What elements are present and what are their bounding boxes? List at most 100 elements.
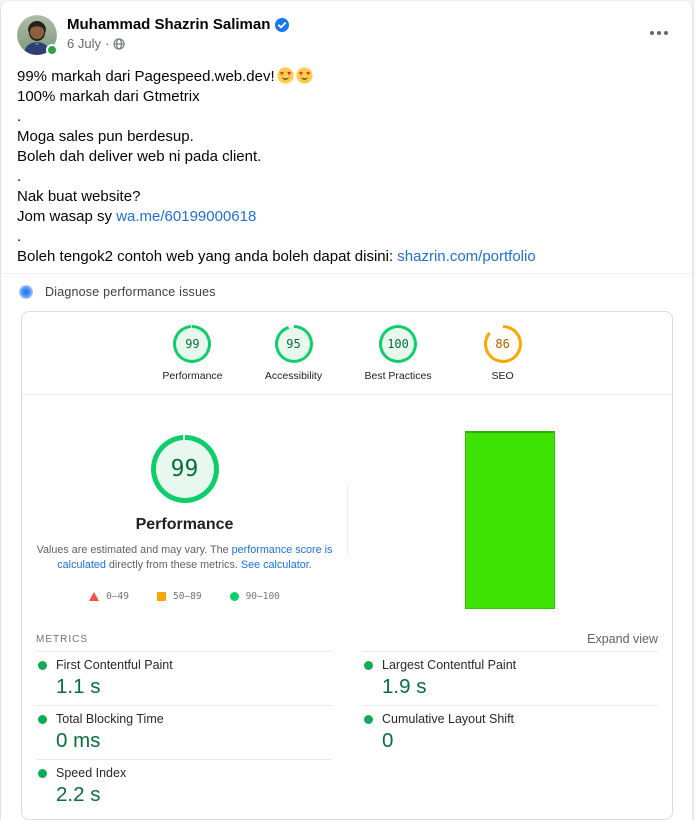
score-label: SEO (491, 370, 514, 382)
overview-left: 99 Performance Values are estimated and … (22, 395, 347, 627)
metric-label: Cumulative Layout Shift (382, 712, 515, 726)
pass-dot-icon (364, 660, 373, 670)
post-text: . (17, 108, 22, 125)
performance-overview: 99 Performance Values are estimated and … (22, 395, 672, 627)
post-text: 100% markah dari Gtmetrix (17, 88, 200, 105)
post-line: Moga sales pun berdesup. (17, 127, 676, 147)
expand-view-button[interactable]: Expand view (587, 632, 658, 646)
divider (22, 394, 672, 395)
metric-total-blocking-time: Total Blocking Time 0 ms (36, 705, 332, 759)
score-best-practices: 100 Best Practices (365, 325, 432, 382)
heart-eyes-emoji-icon: ♥ ♥ (277, 67, 294, 84)
more-options-button[interactable] (646, 23, 672, 43)
portfolio-link[interactable]: shazrin.com/portfolio (397, 248, 536, 265)
metric-empty-cell (362, 759, 658, 813)
attachment-image[interactable]: Diagnose performance issues 99 Performan… (1, 273, 692, 820)
post-line: Jom wasap sy wa.me/60199000618 (17, 207, 676, 227)
metrics-grid: First Contentful Paint 1.1 s Largest Con… (22, 651, 672, 819)
globe-icon (113, 37, 125, 50)
metric-value: 0 ms (56, 729, 101, 752)
post-text: . (17, 228, 22, 245)
score-label: Performance (162, 370, 223, 382)
performance-gauge: 99 (173, 325, 212, 363)
best-practices-score: 100 (382, 328, 415, 360)
score-performance: 99 Performance (162, 325, 223, 382)
vertical-divider (347, 485, 348, 555)
post-text: Boleh tengok2 contoh web yang anda boleh… (17, 248, 398, 265)
insights-icon (19, 285, 33, 299)
heart-eyes-emoji-icon: ♥ ♥ (296, 67, 313, 84)
metric-label: Speed Index (56, 766, 127, 780)
score-legend: 0–49 50–89 90–100 (89, 591, 280, 602)
svg-text:♥: ♥ (299, 70, 303, 77)
metric-value: 1.9 s (382, 675, 427, 698)
metric-label: First Contentful Paint (56, 658, 173, 672)
avatar-photo (17, 15, 57, 55)
metrics-header-row: METRICS Expand view (22, 627, 672, 651)
seo-gauge: 86 (483, 325, 522, 363)
overview-right (347, 395, 672, 627)
post-text: Jom wasap sy (17, 208, 117, 225)
legend-range: 50–89 (172, 591, 202, 602)
performance-title: Performance (135, 516, 234, 533)
metric-first-contentful-paint: First Contentful Paint 1.1 s (36, 651, 332, 705)
online-status-dot (46, 44, 58, 56)
post-line: 99% markah dari Pagespeed.web.dev! ♥ ♥ ♥ ♥ (17, 67, 676, 87)
post-text: Moga sales pun berdesup. (17, 128, 194, 145)
accessibility-score: 95 (277, 328, 310, 360)
lighthouse-report-card: 99 Performance 95 Accessibility 100 (21, 311, 673, 820)
disclaimer-text: directly from these metrics. (108, 559, 241, 571)
post-text: 99% markah dari Pagespeed.web.dev! (17, 68, 275, 85)
metric-largest-contentful-paint: Largest Contentful Paint 1.9 s (362, 651, 658, 705)
metric-value: 2.2 s (56, 783, 101, 806)
calculation-link[interactable]: performance score is calculated (57, 544, 333, 571)
metrics-section-title: METRICS (36, 633, 88, 645)
more-dot (657, 31, 661, 35)
average-square-icon (156, 592, 166, 601)
metric-speed-index: Speed Index 2.2 s (36, 759, 332, 813)
see-calculator-link[interactable]: See calculator. (240, 559, 312, 571)
metric-value: 0 (382, 729, 394, 752)
disclaimer-text: Values are estimated and may vary. The (36, 544, 232, 556)
metric-label: Largest Contentful Paint (382, 658, 517, 672)
main-performance-gauge: 99 (150, 435, 219, 503)
seo-score: 86 (486, 328, 519, 360)
author-name[interactable]: Muhammad Shazrin Saliman (67, 16, 271, 33)
post-line: . (17, 167, 676, 187)
pass-dot-icon (38, 768, 47, 778)
legend-fail: 0–49 (89, 591, 129, 602)
post-date[interactable]: 6 July (67, 36, 101, 51)
fail-triangle-icon (89, 592, 100, 601)
score-disclaimer: Values are estimated and may vary. The p… (25, 543, 345, 573)
verified-badge-icon (275, 17, 290, 32)
post-line: Boleh tengok2 contoh web yang anda boleh… (17, 247, 676, 267)
score-label: Accessibility (264, 370, 323, 382)
pass-dot-icon (38, 714, 47, 724)
post-header: Muhammad Shazrin Saliman 6 July · (1, 1, 692, 56)
post-line: Boleh dah deliver web ni pada client. (17, 147, 676, 167)
post-meta: 6 July · (67, 36, 289, 51)
score-label: Best Practices (364, 370, 432, 382)
pass-dot-icon (38, 660, 47, 670)
meta-separator: · (104, 36, 110, 51)
legend-average: 50–89 (156, 591, 202, 602)
pass-circle-icon (229, 592, 239, 601)
metric-cumulative-layout-shift: Cumulative Layout Shift 0 (362, 705, 658, 759)
whatsapp-link[interactable]: wa.me/60199000618 (116, 208, 257, 225)
post-line: . (17, 107, 676, 127)
best-practices-gauge: 100 (379, 325, 418, 363)
page-screenshot-thumbnail[interactable] (464, 431, 555, 609)
legend-range: 90–100 (245, 591, 280, 602)
svg-text:♥: ♥ (280, 70, 284, 77)
legend-pass: 90–100 (229, 591, 280, 602)
diagnose-row: Diagnose performance issues (1, 274, 692, 311)
more-dot (650, 31, 654, 35)
diagnose-label: Diagnose performance issues (45, 285, 216, 299)
category-scores-row: 99 Performance 95 Accessibility 100 (22, 312, 672, 394)
post-body: 99% markah dari Pagespeed.web.dev! ♥ ♥ ♥ ♥ 1… (1, 55, 692, 267)
post-line: Nak buat website? (17, 187, 676, 207)
avatar[interactable] (17, 15, 58, 56)
performance-score: 99 (176, 328, 209, 360)
